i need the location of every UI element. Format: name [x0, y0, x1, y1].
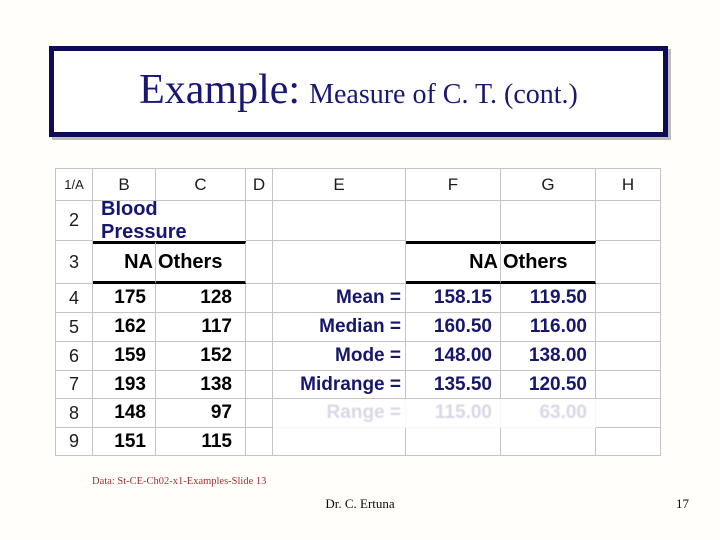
slide-subtitle: Measure of C. T. (cont.)	[309, 79, 578, 110]
stat-value-others-median: 116.00	[501, 313, 596, 342]
stat-value-na-mode: 148.00	[406, 342, 501, 371]
row-number-9: 9	[56, 428, 93, 456]
stat-label-midrange: Midrange =	[273, 371, 406, 399]
stat-value-others-midrange: 120.50	[501, 371, 596, 399]
cell-b4: 175	[93, 284, 156, 313]
row-number-4: 4	[56, 284, 93, 313]
cell-c9: 115	[156, 428, 246, 456]
stat-label-median: Median =	[273, 313, 406, 342]
cell-h9	[596, 428, 661, 456]
stat-value-na-median: 160.50	[406, 313, 501, 342]
stat-value-others-mean: 119.50	[501, 284, 596, 313]
cell-c6: 152	[156, 342, 246, 371]
source-note: Data: St-CE-Ch02-x1-Examples-Slide 13	[92, 476, 267, 487]
cell-d2	[246, 201, 273, 241]
stat-value-na-mean: 158.15	[406, 284, 501, 313]
cell-b8: 148	[93, 399, 156, 428]
column-header-c: C	[156, 169, 246, 201]
stat-label-empty	[273, 428, 406, 456]
cell-h4	[596, 284, 661, 313]
title-box: Example: Measure of C. T. (cont.)	[49, 46, 668, 137]
column-header-b: B	[93, 169, 156, 201]
corner-header: 1/A	[56, 169, 93, 201]
stat-label-mean: Mean =	[273, 284, 406, 313]
group-header-others-right: Others	[501, 241, 596, 284]
cell-h3	[596, 241, 661, 284]
row-number-6: 6	[56, 342, 93, 371]
stat-value-others-mode: 138.00	[501, 342, 596, 371]
stat-value-na-empty	[406, 428, 501, 456]
row-number-5: 5	[56, 313, 93, 342]
cell-d5	[246, 313, 273, 342]
group-header-others-left: Others	[156, 241, 246, 284]
column-header-g: G	[501, 169, 596, 201]
row-number-2: 2	[56, 201, 93, 241]
cell-b5: 162	[93, 313, 156, 342]
stat-value-na-range: 115.00	[406, 399, 501, 428]
cell-c5: 117	[156, 313, 246, 342]
cell-d4	[246, 284, 273, 313]
cell-e3	[273, 241, 406, 284]
column-header-e: E	[273, 169, 406, 201]
merged-cell-blood-pressure: Blood Pressure	[93, 201, 246, 241]
cell-f2	[406, 201, 501, 241]
cell-e2	[273, 201, 406, 241]
cell-c4: 128	[156, 284, 246, 313]
stat-value-na-midrange: 135.50	[406, 371, 501, 399]
cell-d6	[246, 342, 273, 371]
cell-d3	[246, 241, 273, 284]
stat-value-others-range: 63.00	[501, 399, 596, 428]
column-header-d: D	[246, 169, 273, 201]
cell-h5	[596, 313, 661, 342]
cell-h2	[596, 201, 661, 241]
cell-c7: 138	[156, 371, 246, 399]
column-header-h: H	[596, 169, 661, 201]
cell-h8	[596, 399, 661, 428]
cell-b6: 159	[93, 342, 156, 371]
stat-label-range: Range =	[273, 399, 406, 428]
group-header-na-left: NA	[93, 241, 156, 284]
cell-d7	[246, 371, 273, 399]
row-number-3: 3	[56, 241, 93, 284]
stat-value-others-empty	[501, 428, 596, 456]
cell-h7	[596, 371, 661, 399]
row-number-8: 8	[56, 399, 93, 428]
cell-c8: 97	[156, 399, 246, 428]
slide-title: Example:	[139, 67, 301, 113]
cell-d9	[246, 428, 273, 456]
row-number-7: 7	[56, 371, 93, 399]
footer-author: Dr. C. Ertuna	[325, 496, 395, 511]
cell-d8	[246, 399, 273, 428]
column-header-f: F	[406, 169, 501, 201]
stat-label-mode: Mode =	[273, 342, 406, 371]
cell-h6	[596, 342, 661, 371]
spreadsheet: 1/A B C D E F G H 2 Blood Pressure 3 NA Others NA Othe…	[55, 168, 661, 456]
cell-b9: 151	[93, 428, 156, 456]
group-header-na-right: NA	[406, 241, 501, 284]
cell-b7: 193	[93, 371, 156, 399]
cell-g2	[501, 201, 596, 241]
page-number: 17	[676, 496, 689, 511]
